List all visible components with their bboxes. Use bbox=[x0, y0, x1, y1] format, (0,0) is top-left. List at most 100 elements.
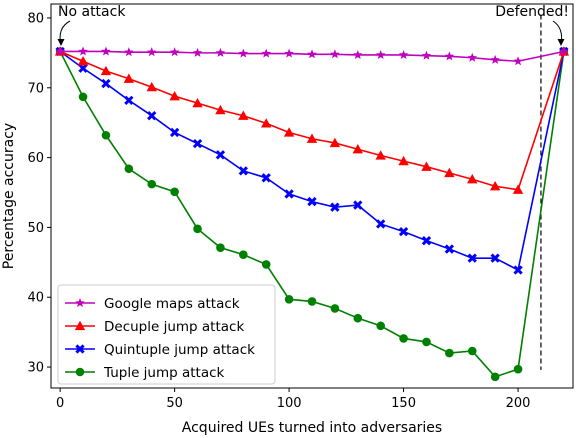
data-point bbox=[215, 47, 226, 57]
data-point bbox=[398, 49, 409, 60]
data-point bbox=[239, 250, 248, 259]
data-point bbox=[170, 187, 179, 197]
y-tick-label: 60 bbox=[27, 151, 44, 166]
data-point bbox=[376, 219, 386, 229]
data-point bbox=[284, 48, 294, 58]
data-point bbox=[101, 78, 111, 89]
data-point bbox=[330, 304, 340, 313]
y-tick-label: 70 bbox=[27, 81, 44, 96]
data-point bbox=[330, 202, 340, 212]
data-point bbox=[192, 47, 203, 57]
data-point bbox=[398, 226, 409, 237]
x-axis-label: Acquired UEs turned into adversaries bbox=[182, 420, 442, 436]
data-point bbox=[399, 334, 408, 343]
data-point bbox=[284, 189, 294, 199]
x-tick-label: 150 bbox=[391, 396, 416, 411]
data-point bbox=[490, 372, 500, 382]
data-point bbox=[353, 313, 363, 323]
data-point bbox=[283, 127, 295, 137]
data-point bbox=[238, 166, 248, 176]
data-point bbox=[513, 265, 523, 275]
data-point bbox=[489, 181, 501, 191]
data-point bbox=[352, 144, 363, 154]
data-point bbox=[444, 244, 455, 254]
data-point bbox=[284, 295, 294, 304]
plot-area bbox=[54, 14, 570, 382]
x-tick-label: 0 bbox=[56, 396, 64, 411]
x-tick-label: 100 bbox=[277, 396, 302, 411]
data-point bbox=[169, 127, 180, 138]
data-point bbox=[146, 47, 157, 57]
data-point bbox=[55, 46, 65, 56]
data-point bbox=[238, 48, 249, 58]
legend-entry: Google maps attack bbox=[65, 296, 240, 312]
data-point bbox=[376, 321, 385, 331]
data-point bbox=[490, 253, 500, 263]
data-point bbox=[307, 49, 317, 59]
legend-entry: Quintuple jump attack bbox=[65, 342, 255, 358]
legend-box bbox=[57, 284, 276, 385]
data-point bbox=[146, 81, 157, 92]
data-point bbox=[375, 49, 386, 60]
data-point bbox=[375, 150, 386, 160]
series-google-maps-attack bbox=[55, 46, 569, 66]
data-point bbox=[329, 137, 341, 148]
annotation-arrow bbox=[552, 20, 565, 46]
data-point bbox=[101, 130, 111, 140]
series-quintuple-jump-attack bbox=[55, 46, 569, 275]
data-point bbox=[101, 46, 111, 56]
data-point bbox=[124, 47, 134, 57]
annotation-label: No attack bbox=[58, 4, 126, 20]
data-point bbox=[124, 164, 134, 174]
legend-label: Google maps attack bbox=[104, 296, 240, 312]
data-point bbox=[261, 173, 271, 183]
data-point bbox=[422, 337, 431, 347]
data-point bbox=[467, 253, 477, 263]
legend: Google maps attack Decuple jump attack Qui… bbox=[57, 284, 276, 385]
data-point bbox=[77, 56, 89, 66]
data-point bbox=[444, 167, 455, 178]
data-point bbox=[78, 63, 88, 73]
x-tick-label: 200 bbox=[506, 396, 531, 411]
legend-marker bbox=[75, 344, 85, 354]
series-line bbox=[59, 50, 565, 272]
series-line bbox=[59, 50, 565, 191]
data-point bbox=[215, 104, 226, 115]
data-point bbox=[261, 48, 271, 58]
data-point bbox=[147, 111, 157, 121]
x-tick-label: 50 bbox=[166, 396, 183, 411]
annotation-label: Defended! bbox=[495, 4, 569, 20]
data-point bbox=[78, 46, 88, 56]
y-tick-label: 30 bbox=[27, 361, 44, 376]
data-point bbox=[467, 346, 477, 356]
data-point bbox=[467, 52, 478, 62]
legend-label: Quintuple jump attack bbox=[104, 342, 255, 358]
legend-marker bbox=[74, 320, 86, 331]
data-point bbox=[513, 364, 523, 374]
data-point bbox=[169, 47, 180, 57]
data-point bbox=[398, 155, 409, 166]
axes: 0 50 100 150 200 30 40 50 60 70 80 No attack Defende… bbox=[27, 3, 574, 411]
data-point bbox=[193, 224, 202, 234]
data-point bbox=[512, 184, 524, 194]
data-point bbox=[421, 50, 432, 60]
legend-entry: Decuple jump attack bbox=[65, 319, 244, 335]
series-line bbox=[60, 50, 565, 63]
data-point bbox=[421, 161, 432, 171]
y-axis-label: Percentage accuracy bbox=[1, 123, 17, 269]
data-point bbox=[490, 54, 500, 64]
series-decuple-jump-attack bbox=[54, 46, 570, 194]
data-point bbox=[353, 49, 363, 60]
data-point bbox=[192, 138, 203, 149]
y-tick-label: 50 bbox=[27, 221, 44, 236]
data-point bbox=[513, 56, 523, 66]
data-point bbox=[78, 92, 88, 102]
data-point bbox=[238, 110, 249, 120]
y-tick-label: 40 bbox=[27, 291, 44, 306]
annotation-arrow bbox=[57, 20, 71, 46]
series-line bbox=[59, 51, 565, 378]
y-tick-label: 80 bbox=[27, 11, 44, 26]
data-point bbox=[353, 200, 363, 210]
data-point bbox=[124, 95, 134, 106]
